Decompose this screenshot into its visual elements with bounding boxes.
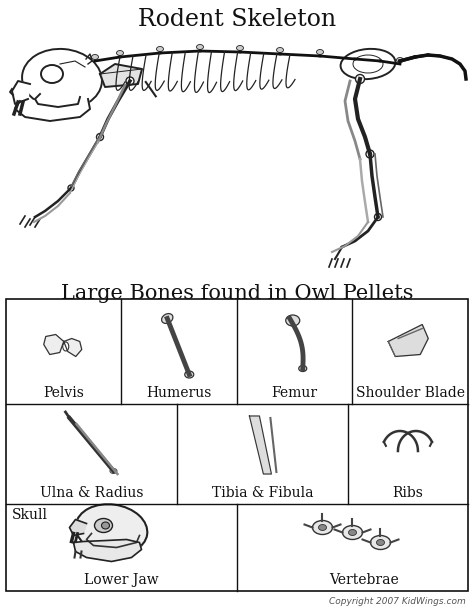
Text: Vertebrae: Vertebrae	[329, 573, 399, 587]
Polygon shape	[64, 339, 82, 356]
Text: Humerus: Humerus	[146, 386, 212, 400]
Ellipse shape	[353, 55, 383, 73]
Text: Ribs: Ribs	[392, 486, 423, 500]
Text: Skull: Skull	[12, 508, 48, 522]
Ellipse shape	[299, 365, 307, 371]
Ellipse shape	[319, 524, 327, 530]
Ellipse shape	[110, 468, 117, 474]
Text: Rodent Skeleton: Rodent Skeleton	[138, 8, 336, 31]
Polygon shape	[44, 334, 64, 354]
Ellipse shape	[156, 46, 164, 52]
Polygon shape	[249, 416, 272, 474]
Ellipse shape	[117, 51, 124, 55]
Polygon shape	[100, 64, 142, 87]
Ellipse shape	[374, 214, 382, 220]
Polygon shape	[15, 99, 90, 121]
Ellipse shape	[22, 49, 102, 109]
Ellipse shape	[94, 518, 112, 532]
Ellipse shape	[101, 522, 109, 529]
Polygon shape	[70, 519, 86, 535]
Ellipse shape	[366, 150, 374, 158]
Ellipse shape	[126, 77, 134, 85]
Ellipse shape	[371, 535, 391, 549]
Text: Shoulder Blade: Shoulder Blade	[356, 386, 465, 400]
Ellipse shape	[317, 49, 323, 54]
Text: Lower Jaw: Lower Jaw	[84, 573, 159, 587]
Text: Pelvis: Pelvis	[43, 386, 84, 400]
Ellipse shape	[343, 526, 363, 540]
Ellipse shape	[197, 44, 203, 49]
Ellipse shape	[348, 529, 356, 535]
Ellipse shape	[286, 315, 300, 326]
Ellipse shape	[162, 314, 173, 323]
Text: Tibia & Fibula: Tibia & Fibula	[212, 486, 313, 500]
Ellipse shape	[41, 65, 63, 83]
Bar	[6, 299, 468, 591]
Ellipse shape	[97, 133, 103, 141]
Ellipse shape	[356, 74, 365, 83]
Ellipse shape	[352, 52, 358, 57]
Ellipse shape	[376, 54, 383, 60]
Ellipse shape	[76, 504, 147, 555]
Ellipse shape	[91, 54, 99, 60]
Polygon shape	[388, 325, 428, 356]
Ellipse shape	[312, 521, 332, 535]
Ellipse shape	[341, 49, 395, 79]
Ellipse shape	[376, 540, 384, 546]
Ellipse shape	[68, 185, 74, 191]
Ellipse shape	[276, 48, 283, 52]
Ellipse shape	[237, 46, 244, 51]
Ellipse shape	[396, 57, 403, 63]
Text: Femur: Femur	[272, 386, 318, 400]
Ellipse shape	[185, 371, 194, 378]
Text: Large Bones found in Owl Pellets: Large Bones found in Owl Pellets	[61, 284, 413, 303]
Polygon shape	[12, 81, 30, 104]
Ellipse shape	[63, 342, 69, 351]
Text: Copyright 2007 KidWings.com: Copyright 2007 KidWings.com	[329, 597, 466, 606]
Text: Ulna & Radius: Ulna & Radius	[40, 486, 143, 500]
Polygon shape	[73, 540, 142, 561]
